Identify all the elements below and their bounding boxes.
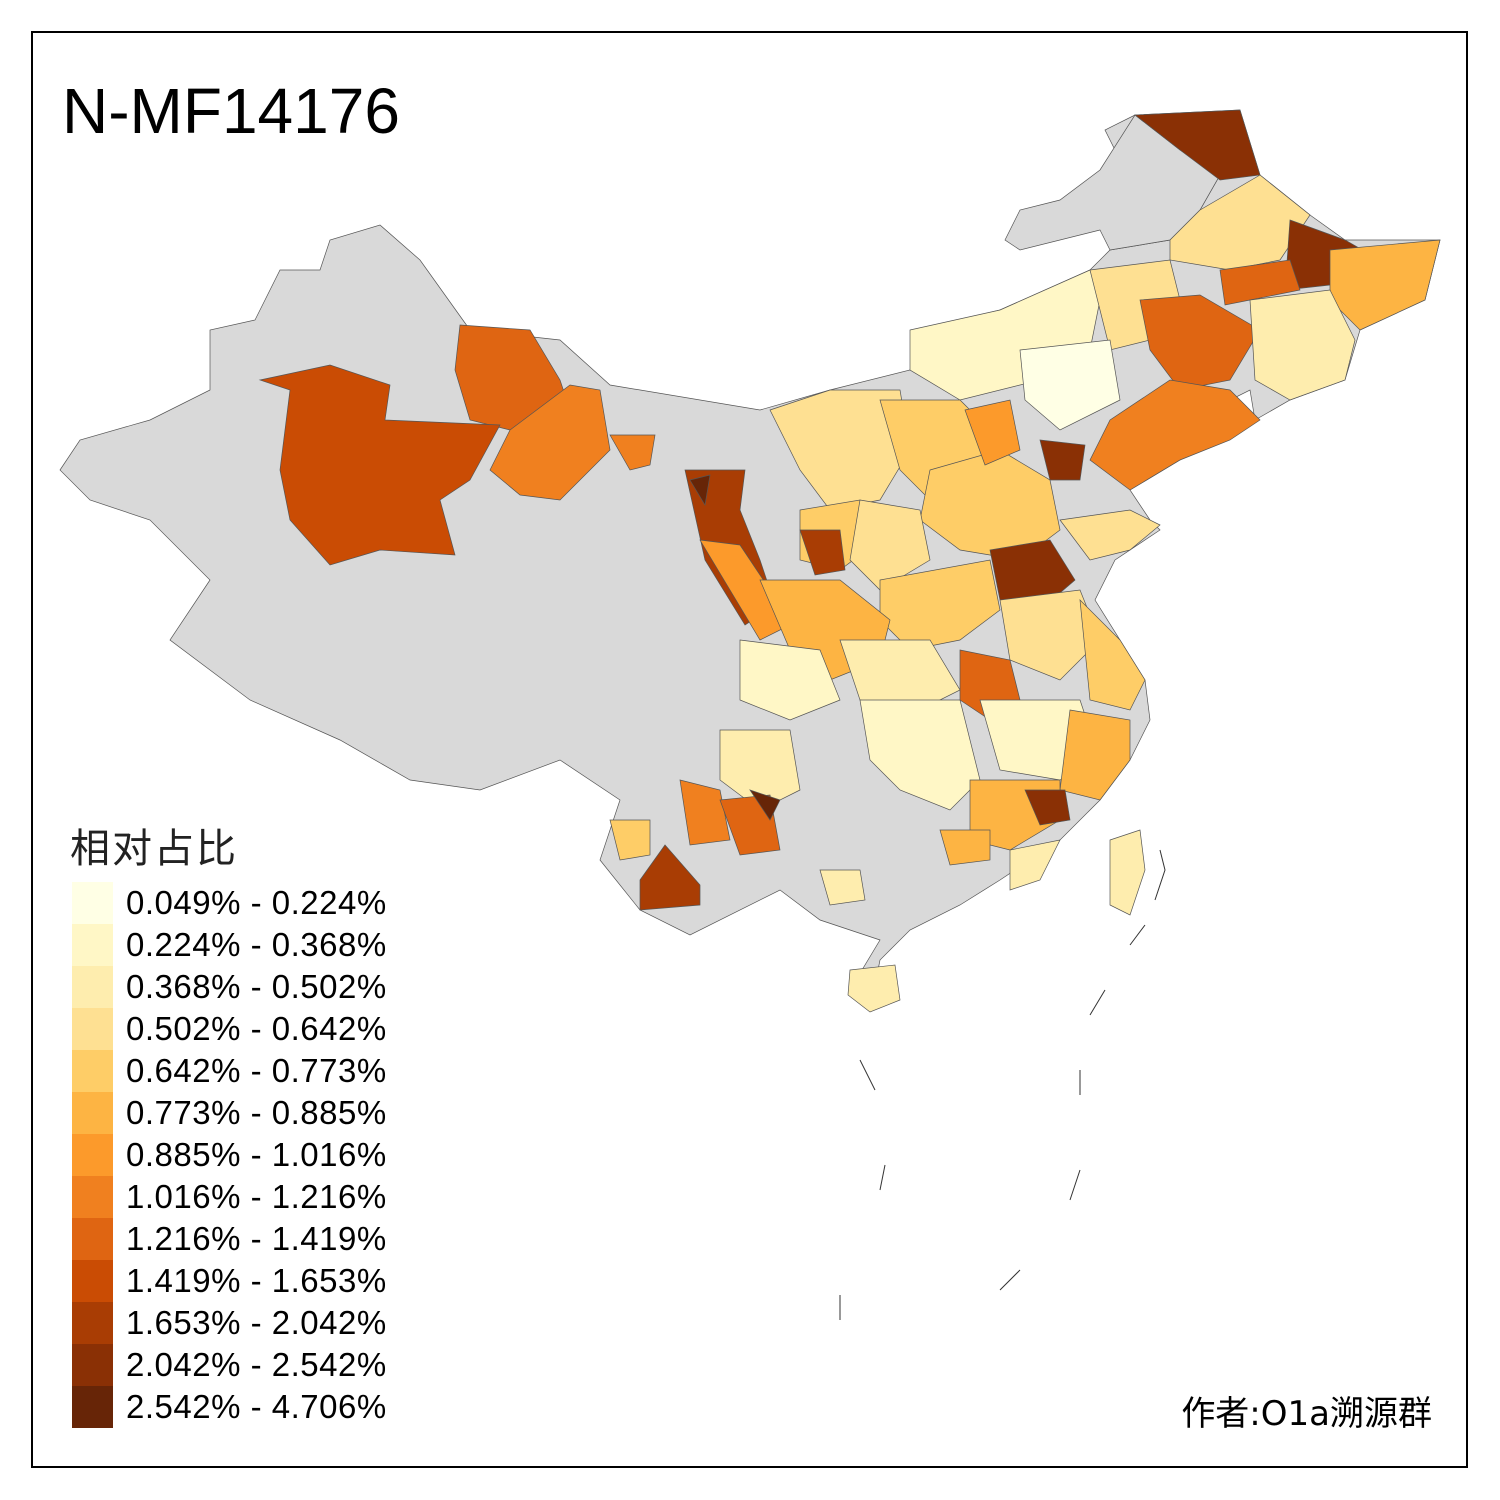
island-boundary-line	[879, 1164, 886, 1191]
legend-label: 0.224% - 0.368%	[126, 926, 387, 963]
legend-label: 0.368% - 0.502%	[126, 968, 387, 1005]
legend-label: 0.502% - 0.642%	[126, 1010, 387, 1047]
legend-label: 1.016% - 1.216%	[126, 1178, 387, 1215]
prefecture-region	[1109, 829, 1146, 916]
prefecture-region	[1059, 509, 1161, 561]
author-credit: 作者:O1a溯源群	[1181, 1394, 1432, 1434]
prefecture-region	[689, 474, 711, 506]
legend-item: 0.885% - 1.016%	[72, 1134, 387, 1176]
prefecture-region	[819, 869, 866, 906]
map-title: N-MF14176	[62, 75, 400, 147]
legend-swatch	[72, 1386, 113, 1428]
prefecture-region	[1039, 439, 1086, 481]
prefecture-region	[1019, 339, 1121, 431]
legend-swatch	[72, 882, 113, 924]
map-frame	[31, 31, 1468, 1468]
prefecture-region	[1134, 109, 1261, 181]
prefecture-region	[639, 844, 701, 911]
prefecture-region	[1009, 839, 1061, 891]
legend-item: 0.368% - 0.502%	[72, 966, 387, 1008]
island-boundary-line	[1129, 924, 1146, 946]
prefecture-region	[609, 819, 651, 861]
legend-label: 1.653% - 2.042%	[126, 1304, 387, 1341]
legend-swatch	[72, 1008, 113, 1050]
island-boundary-line	[999, 1269, 1021, 1291]
prefecture-region	[1059, 709, 1131, 801]
legend-label: 0.049% - 0.224%	[126, 884, 387, 921]
prefecture-region	[1079, 599, 1146, 711]
prefecture-region	[1249, 289, 1356, 401]
prefecture-region	[769, 389, 911, 511]
prefecture-region	[849, 499, 931, 591]
legend-swatch	[72, 924, 113, 966]
island-boundary-line	[859, 1059, 876, 1091]
legend-title: 相对占比	[70, 826, 238, 872]
legend-item: 1.653% - 2.042%	[72, 1302, 387, 1344]
legend-item: 1.216% - 1.419%	[72, 1218, 387, 1260]
prefecture-region	[1329, 239, 1441, 331]
prefecture-region	[939, 829, 991, 866]
legend: 0.049% - 0.224% 0.224% - 0.368% 0.368% - 0…	[72, 882, 387, 1428]
prefecture-region	[799, 529, 846, 576]
prefecture-region	[1139, 294, 1261, 391]
legend-swatch	[72, 1302, 113, 1344]
prefecture-region	[489, 384, 611, 501]
legend-label: 0.885% - 1.016%	[126, 1136, 387, 1173]
legend-swatch	[72, 1344, 113, 1386]
island-boundary-line	[1154, 849, 1166, 901]
prefecture-region	[964, 399, 1021, 466]
legend-item: 0.642% - 0.773%	[72, 1050, 387, 1092]
legend-swatch	[72, 1260, 113, 1302]
island-boundary-line	[1089, 989, 1106, 1016]
island-boundary-line	[1069, 1169, 1081, 1201]
legend-swatch	[72, 1176, 113, 1218]
prefecture-region	[258, 364, 501, 566]
prefecture-region	[739, 639, 841, 721]
legend-swatch	[72, 1092, 113, 1134]
legend-item: 1.016% - 1.216%	[72, 1176, 387, 1218]
legend-swatch	[72, 1050, 113, 1092]
legend-swatch	[72, 966, 113, 1008]
prefecture-region	[679, 779, 731, 846]
prefecture-region	[1089, 379, 1261, 491]
legend-item: 0.049% - 0.224%	[72, 882, 387, 924]
prefecture-region	[749, 789, 781, 821]
legend-item: 2.042% - 2.542%	[72, 1344, 387, 1386]
legend-label: 1.419% - 1.653%	[126, 1262, 387, 1299]
legend-swatch	[72, 1218, 113, 1260]
legend-item: 1.419% - 1.653%	[72, 1260, 387, 1302]
legend-label: 0.773% - 0.885%	[126, 1094, 387, 1131]
prefecture-region	[1219, 259, 1301, 306]
prefecture-region	[847, 964, 901, 1013]
legend-item: 0.773% - 0.885%	[72, 1092, 387, 1134]
legend-item: 0.224% - 0.368%	[72, 924, 387, 966]
legend-swatch	[72, 1134, 113, 1176]
legend-label: 2.042% - 2.542%	[126, 1346, 387, 1383]
prefecture-region	[609, 434, 656, 471]
prefecture-region	[1024, 789, 1071, 826]
legend-item: 0.502% - 0.642%	[72, 1008, 387, 1050]
legend-label: 1.216% - 1.419%	[126, 1220, 387, 1257]
legend-label: 2.542% - 4.706%	[126, 1388, 387, 1425]
legend-item: 2.542% - 4.706%	[72, 1386, 387, 1428]
prefecture-region	[999, 589, 1101, 681]
legend-label: 0.642% - 0.773%	[126, 1052, 387, 1089]
prefecture-region	[859, 699, 981, 811]
